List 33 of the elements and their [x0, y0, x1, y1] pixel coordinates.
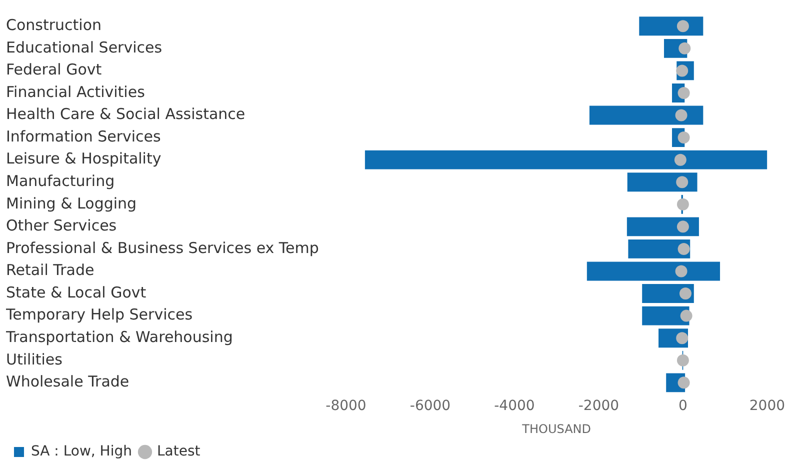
x-tick-label: -8000 — [326, 398, 366, 414]
x-tick-label: -4000 — [494, 398, 535, 414]
y-tick-label: Leisure & Hospitality — [6, 150, 162, 168]
y-tick-label: Wholesale Trade — [6, 372, 130, 391]
y-tick-label: Information Services — [6, 127, 162, 146]
y-tick-label: Transportation & Warehousing — [5, 328, 233, 346]
x-axis-title: THOUSAND — [521, 422, 592, 436]
y-tick-label: Retail Trade — [6, 261, 94, 280]
y-tick-label: State & Local Govt — [6, 283, 146, 302]
y-tick-label: Construction — [6, 16, 102, 34]
x-tick-label: 2000 — [749, 398, 786, 414]
bar — [589, 106, 704, 125]
y-tick-label: Manufacturing — [6, 172, 115, 190]
bar — [627, 172, 698, 192]
y-tick-label: Other Services — [6, 216, 117, 235]
y-tick-label: Educational Services — [6, 38, 162, 56]
y-tick-label: Professional & Business Services ex Temp — [6, 238, 319, 257]
x-tick-label: -6000 — [410, 398, 451, 414]
legend-label: Latest — [156, 444, 201, 460]
bar — [642, 306, 690, 326]
bar — [364, 150, 768, 170]
y-tick-label: Utilities — [6, 350, 63, 368]
x-tick-label: 0 — [678, 398, 688, 414]
bar — [626, 217, 699, 236]
legend-label: SA : Low, High — [31, 444, 132, 460]
y-tick-label: Mining & Logging — [6, 194, 137, 212]
y-tick-label: Financial Activities — [6, 82, 146, 101]
y-tick-label: Federal Govt — [6, 60, 102, 79]
y-tick-label: Health Care & Social Assistance — [6, 105, 246, 124]
bar — [639, 16, 704, 36]
bar — [586, 262, 720, 281]
y-tick-label: Temporary Help Services — [5, 306, 193, 324]
x-tick-label: -2000 — [578, 398, 620, 414]
